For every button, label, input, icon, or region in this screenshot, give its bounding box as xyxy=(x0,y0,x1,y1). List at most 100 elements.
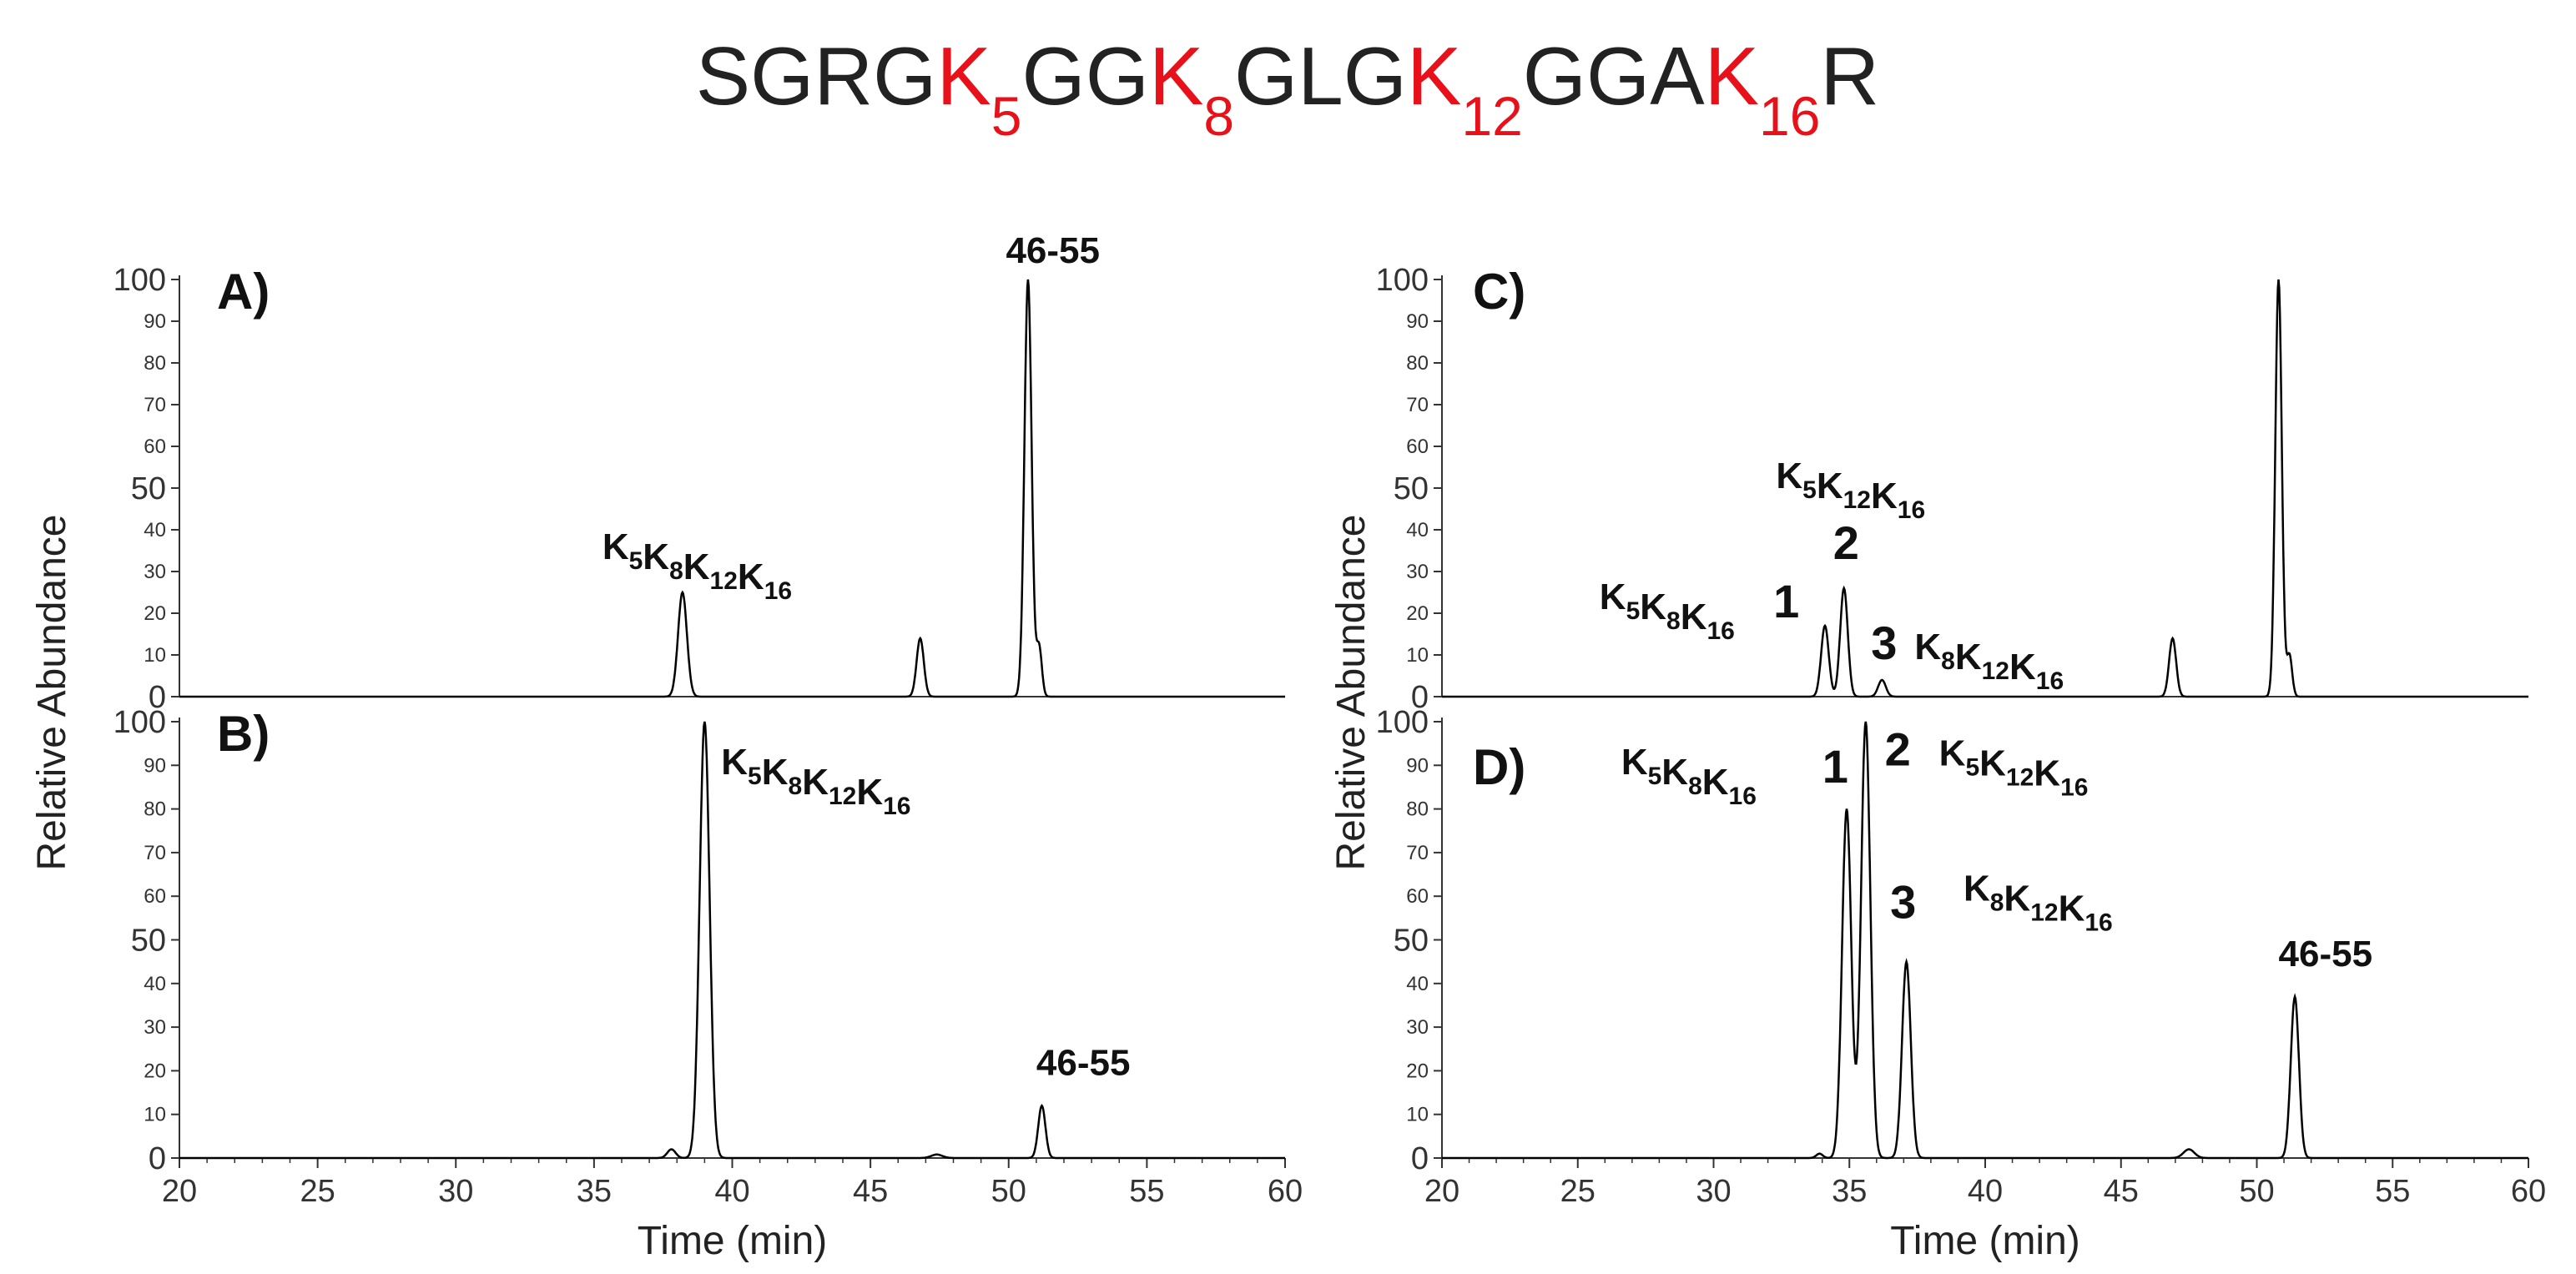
residue-letter: K xyxy=(1640,587,1666,627)
residue-subscript: 5 xyxy=(1802,476,1817,504)
lysine-position-subscript: 12 xyxy=(1461,85,1522,147)
x-tick-label: 25 xyxy=(300,1174,335,1209)
x-axis-title: Time (min) xyxy=(638,1219,828,1263)
residue-subscript: 16 xyxy=(1729,783,1757,810)
residue-letter: K xyxy=(1939,733,1966,773)
x-tick-label: 50 xyxy=(2239,1174,2274,1209)
chromatogram-trace xyxy=(179,279,1285,698)
peak-species-label: K8K12K16 xyxy=(1914,627,2064,695)
y-tick-label: 0 xyxy=(149,680,166,715)
y-tick-label: 90 xyxy=(1406,310,1429,333)
y-tick-label: 90 xyxy=(1406,754,1429,777)
y-tick-label: 10 xyxy=(144,1104,166,1126)
lysine-residue: K xyxy=(936,30,991,122)
peak-species-label: K8K12K16 xyxy=(1964,868,2113,936)
residue-subscript: 12 xyxy=(710,567,738,595)
residue-letter: K xyxy=(802,762,829,803)
residue-subscript: 16 xyxy=(2084,909,2112,936)
residue-letter: K xyxy=(738,556,764,597)
y-tick-label: 30 xyxy=(1406,1016,1429,1039)
peak-species-label: K5K12K16 xyxy=(1939,733,2089,801)
x-tick-label: 25 xyxy=(1560,1174,1596,1209)
residue-subscript: 12 xyxy=(829,783,856,810)
peak-range-label: 46-55 xyxy=(1006,230,1100,271)
residue-subscript: 5 xyxy=(1626,597,1641,625)
lysine-position-subscript: 16 xyxy=(1759,85,1820,147)
y-tick-label: 100 xyxy=(113,705,166,740)
y-tick-label: 60 xyxy=(144,436,166,458)
y-tick-label: 50 xyxy=(1394,924,1429,959)
residue-subscript: 16 xyxy=(2036,667,2064,695)
peak-number-label: 3 xyxy=(1890,875,1916,928)
y-tick-label: 50 xyxy=(131,471,166,506)
y-axis-title-left: Relative Abundance xyxy=(30,515,74,871)
panel-label: A) xyxy=(217,264,270,320)
x-tick-label: 45 xyxy=(2104,1174,2139,1209)
residue-letter: K xyxy=(1979,743,2006,783)
y-tick-label: 0 xyxy=(149,1141,166,1176)
x-axis-title: Time (min) xyxy=(1890,1219,2080,1263)
residue-subscript: 16 xyxy=(1707,617,1735,645)
residue-letter: K xyxy=(1964,868,1990,909)
x-tick-label: 50 xyxy=(991,1174,1026,1209)
y-tick-label: 10 xyxy=(144,644,166,667)
residue-letter: K xyxy=(1621,742,1648,783)
sequence-segment: GLG xyxy=(1234,30,1407,122)
residue-subscript: 16 xyxy=(883,793,910,820)
y-tick-label: 20 xyxy=(1406,1060,1429,1082)
y-tick-label: 60 xyxy=(1406,436,1429,458)
y-tick-label: 70 xyxy=(144,842,166,864)
y-tick-label: 40 xyxy=(1406,973,1429,995)
residue-letter: K xyxy=(1871,476,1898,516)
residue-letter: K xyxy=(643,536,669,577)
y-tick-label: 40 xyxy=(144,519,166,541)
residue-letter: K xyxy=(762,752,789,793)
y-tick-label: 30 xyxy=(144,1016,166,1039)
residue-letter: K xyxy=(2059,888,2085,929)
residue-subscript: 8 xyxy=(1688,773,1702,800)
y-tick-label: 60 xyxy=(1406,885,1429,908)
x-tick-label: 60 xyxy=(1268,1174,1303,1209)
x-tick-label: 35 xyxy=(1832,1174,1867,1209)
residue-subscript: 5 xyxy=(748,763,762,790)
residue-subscript: 8 xyxy=(789,773,803,800)
residue-letter: K xyxy=(1681,597,1707,637)
peak-species-label: K5K8K12K16 xyxy=(602,526,792,605)
y-tick-label: 20 xyxy=(144,1060,166,1082)
x-tick-label: 35 xyxy=(577,1174,612,1209)
residue-letter: K xyxy=(1702,762,1729,803)
y-tick-label: 10 xyxy=(1406,1104,1429,1126)
residue-letter: K xyxy=(683,546,710,587)
residue-letter: K xyxy=(1914,627,1941,667)
residue-letter: K xyxy=(1955,637,1982,677)
residue-letter: K xyxy=(2034,753,2060,793)
x-tick-label: 45 xyxy=(853,1174,888,1209)
residue-subscript: 5 xyxy=(629,547,643,575)
residue-letter: K xyxy=(2009,647,2036,687)
lysine-residue: K xyxy=(1149,30,1203,122)
y-tick-label: 30 xyxy=(1406,561,1429,583)
y-tick-label: 50 xyxy=(1394,471,1429,506)
peak-number-label: 1 xyxy=(1822,740,1848,793)
residue-subscript: 5 xyxy=(1965,753,1979,781)
residue-letter: K xyxy=(1817,466,1843,506)
y-tick-label: 100 xyxy=(1376,263,1429,298)
peak-species-label: K5K8K16 xyxy=(1600,577,1735,645)
lysine-residue: K xyxy=(1705,30,1759,122)
x-tick-label: 30 xyxy=(1696,1174,1731,1209)
residue-subscript: 5 xyxy=(1648,763,1662,790)
y-tick-label: 70 xyxy=(144,394,166,416)
residue-subscript: 12 xyxy=(2006,763,2034,791)
y-tick-label: 60 xyxy=(144,885,166,908)
y-tick-label: 30 xyxy=(144,561,166,583)
x-tick-label: 40 xyxy=(1968,1174,2003,1209)
residue-subscript: 16 xyxy=(2060,773,2088,801)
peptide-sequence-title: SGRGK5GGK8GLGK12GGAK16R xyxy=(696,30,1879,147)
x-tick-label: 60 xyxy=(2511,1174,2546,1209)
residue-subscript: 8 xyxy=(1941,647,1955,675)
